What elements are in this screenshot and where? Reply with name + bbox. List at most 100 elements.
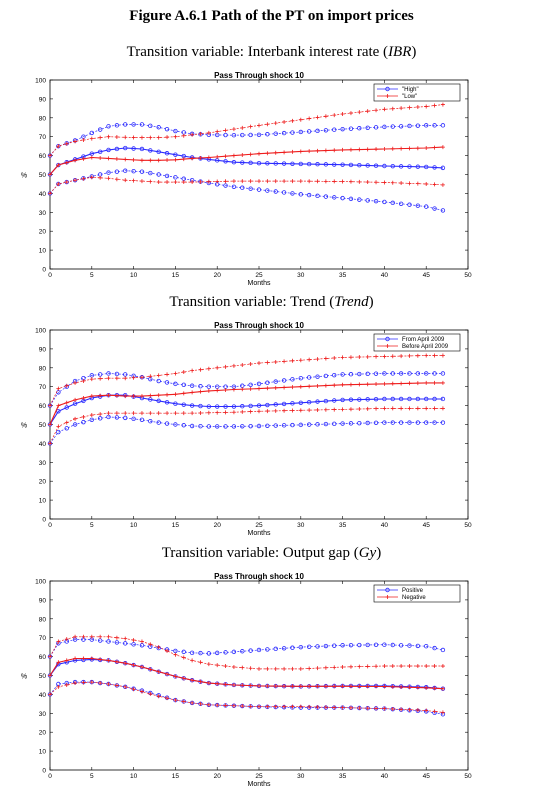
circle-marker <box>240 185 245 190</box>
legend: "High""Low" <box>373 83 461 102</box>
legend-box <box>373 83 461 102</box>
circle-marker <box>173 422 178 427</box>
plus-marker <box>64 383 69 388</box>
plus-marker <box>365 706 370 711</box>
circle-marker <box>398 396 404 402</box>
circle-marker <box>365 125 370 130</box>
circle-marker <box>281 190 287 195</box>
circle-marker <box>398 124 404 129</box>
plus-marker <box>298 117 303 122</box>
circle-marker <box>332 643 337 648</box>
panel-2-subtitle: Transition variable: Trend (Trend) <box>169 294 374 310</box>
x-axis-label: Months <box>248 280 271 287</box>
plus-marker <box>81 156 86 161</box>
plus-marker <box>165 696 170 701</box>
plus-marker <box>248 179 253 184</box>
plus-marker <box>248 386 253 391</box>
circle-marker <box>156 420 161 425</box>
plus-marker <box>315 148 320 153</box>
circle-marker <box>64 426 69 431</box>
circle-marker <box>214 650 220 656</box>
plus-marker <box>340 684 345 689</box>
plus-marker <box>156 180 161 185</box>
plus-marker <box>73 416 78 421</box>
plus-marker <box>81 634 86 639</box>
plus-marker <box>206 366 211 371</box>
plus-marker <box>348 179 353 184</box>
plus-marker <box>332 665 337 670</box>
plus-marker <box>215 410 220 415</box>
x-tick-label: 20 <box>214 272 222 279</box>
x-tick-label: 20 <box>214 522 222 529</box>
plus-marker <box>323 407 328 412</box>
y-tick-label: 90 <box>39 597 47 604</box>
series-5 <box>48 656 445 691</box>
plus-marker <box>298 149 303 154</box>
circle-marker <box>390 420 395 425</box>
circle-marker <box>173 152 178 157</box>
circle-marker <box>214 404 220 409</box>
plus-marker <box>165 135 170 140</box>
plus-marker <box>332 148 337 153</box>
plus-marker <box>374 706 379 711</box>
plus-marker <box>131 135 136 140</box>
plus-marker <box>374 406 379 411</box>
plus-marker <box>282 359 287 364</box>
circle-marker <box>407 371 412 376</box>
circle-marker <box>248 160 253 166</box>
plus-marker <box>190 411 195 416</box>
x-tick-label: 45 <box>423 773 431 780</box>
plus-marker <box>415 353 420 358</box>
plus-marker <box>181 157 186 162</box>
x-tick-label: 30 <box>297 272 305 279</box>
plus-marker <box>315 705 320 710</box>
plus-marker <box>89 394 94 399</box>
plus-marker <box>432 406 437 411</box>
legend-label: From April 2009 <box>402 337 445 343</box>
plus-marker <box>231 664 236 669</box>
plus-marker <box>399 664 404 669</box>
circle-marker <box>298 422 303 428</box>
plus-marker <box>156 135 161 140</box>
chart-title: Pass Through shock 10 <box>214 321 304 330</box>
plus-marker <box>139 375 144 380</box>
circle-marker <box>290 645 295 650</box>
circle-marker <box>56 429 61 435</box>
circle-marker <box>365 198 370 203</box>
plus-marker <box>98 175 103 180</box>
y-tick-label: 50 <box>39 673 47 680</box>
plus-marker <box>48 172 52 177</box>
plus-marker <box>365 406 370 411</box>
circle-marker <box>357 163 362 168</box>
plus-marker <box>440 182 445 187</box>
x-tick-label: 5 <box>90 522 94 529</box>
plus-marker <box>365 109 370 114</box>
plus-marker <box>89 136 94 141</box>
plus-marker <box>290 179 295 184</box>
x-tick-label: 50 <box>464 773 472 780</box>
plus-marker <box>332 179 337 184</box>
plus-marker <box>98 135 103 140</box>
plus-marker <box>114 156 119 161</box>
circle-marker <box>357 126 362 131</box>
plus-marker <box>390 381 395 386</box>
plus-marker <box>332 113 337 118</box>
plus-marker <box>106 411 111 416</box>
circle-marker <box>315 162 320 167</box>
plus-marker <box>424 708 429 713</box>
legend-marker <box>385 344 390 348</box>
plus-marker <box>348 705 353 710</box>
plus-marker <box>348 355 353 360</box>
plus-marker <box>215 388 220 393</box>
plus-marker <box>365 147 370 152</box>
plus-marker <box>198 679 203 684</box>
circle-marker <box>323 162 329 167</box>
plus-marker <box>440 686 445 691</box>
plus-marker <box>298 704 303 709</box>
plus-marker <box>257 704 261 709</box>
plus-marker <box>131 663 136 668</box>
plus-marker <box>307 684 312 689</box>
plus-marker <box>56 403 61 408</box>
plus-marker <box>81 138 86 143</box>
plus-marker <box>407 406 412 411</box>
